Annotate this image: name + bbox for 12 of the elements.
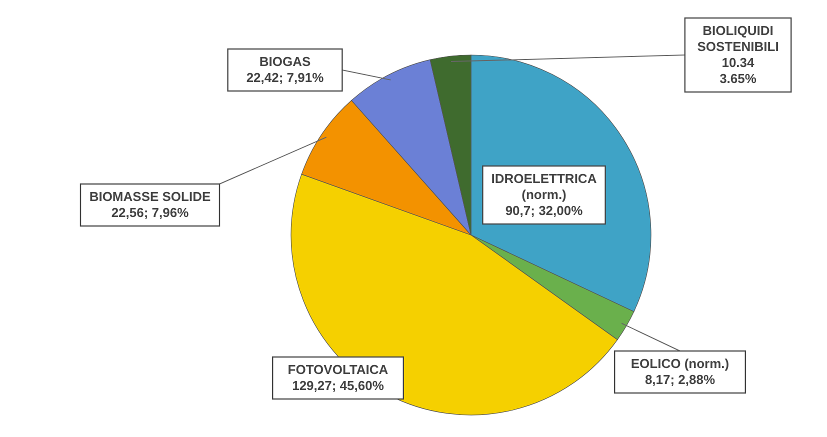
data-label: 10.34 3.65%	[720, 55, 757, 86]
data-label: 90,7; 32,00%	[505, 203, 584, 218]
data-label: 8,17; 2,88%	[644, 372, 716, 387]
data-label: 22,42; 7,91%	[246, 70, 324, 85]
slice-label: BIOGAS	[259, 54, 311, 69]
slice-label: BIOMASSE SOLIDE	[89, 189, 211, 204]
slice-label: EOLICO (norm.)	[630, 356, 730, 371]
slice-label: BIOLIQUIDI SOSTENIBILI	[697, 23, 779, 54]
data-label: 129,27; 45,60%	[292, 378, 384, 393]
data-label: 22,56; 7,96%	[111, 205, 190, 220]
slice-label: IDROELETTRICA (norm.)	[491, 171, 598, 202]
slice-label: FOTOVOLTAICA	[288, 362, 389, 377]
